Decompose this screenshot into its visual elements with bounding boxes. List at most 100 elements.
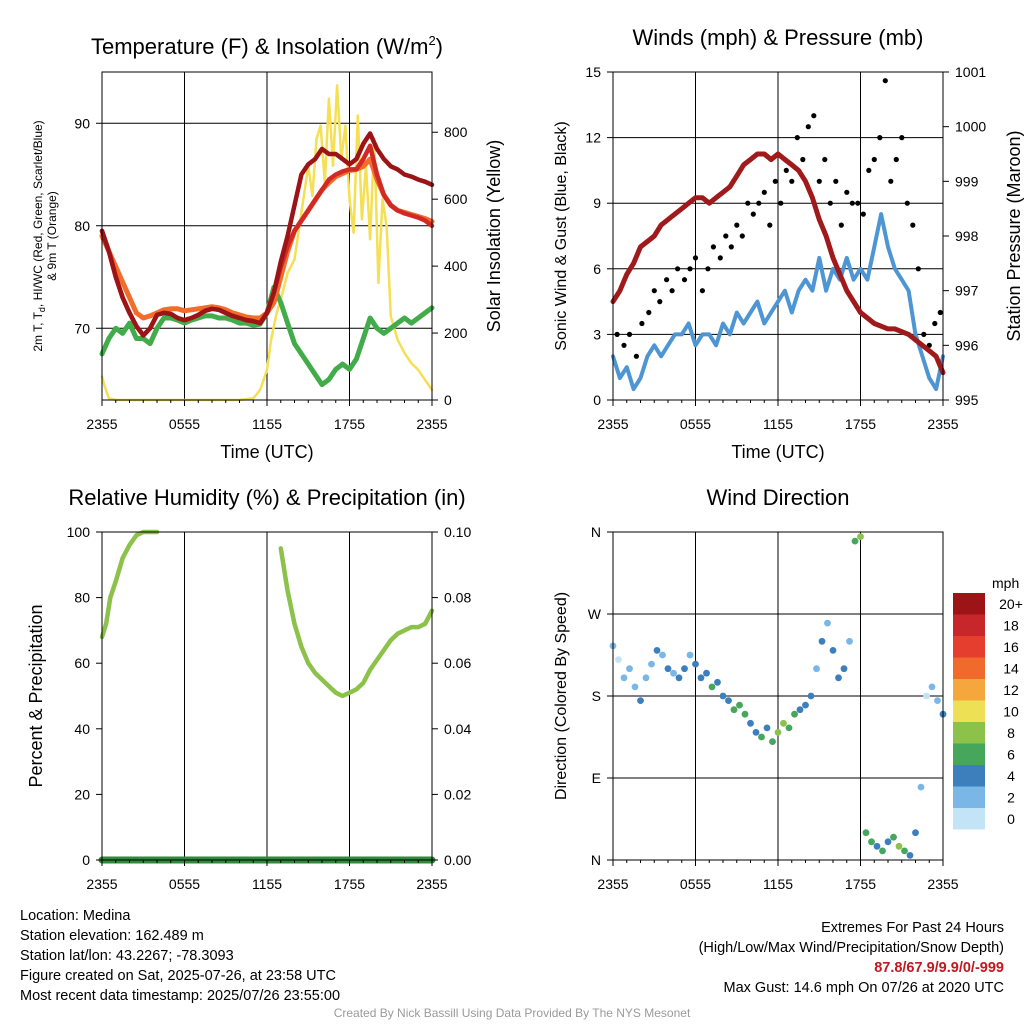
temperature-xlabel: Time (UTC) xyxy=(220,442,313,462)
wind-direction-ytick-label: W xyxy=(588,606,602,622)
speed-legend: mph 20+ 18 16 14 12 10 8 6 4 2 0 xyxy=(953,575,1023,830)
direction-point xyxy=(879,847,886,855)
gust-point xyxy=(739,233,745,239)
direction-point xyxy=(829,647,837,654)
direction-point xyxy=(620,674,628,682)
gust-point xyxy=(838,222,844,228)
insolation-ytick-label: 200 xyxy=(444,325,468,341)
pressure-ytick-label: 1001 xyxy=(955,64,986,80)
direction-point xyxy=(895,842,903,850)
extremes-heading: Extremes For Past 24 Hours xyxy=(821,920,1004,936)
credit-line: Created By Nick Bassill Using Data Provi… xyxy=(333,1006,691,1020)
extremes-summary: Extremes For Past 24 Hours (High/Low/Max… xyxy=(699,918,1004,998)
speed-legend-label: 2 xyxy=(1007,790,1015,806)
station-location: Location: Medina xyxy=(20,908,131,924)
direction-point xyxy=(862,829,870,837)
rh-ytick-label: 80 xyxy=(74,590,90,606)
speed-legend-swatch xyxy=(953,722,985,744)
gust-point xyxy=(767,222,773,228)
winds-ylabel-left: Sonic Wind & Gust (Blue, Black) xyxy=(553,121,570,350)
speed-legend-swatch xyxy=(953,593,985,615)
direction-point xyxy=(703,669,710,677)
speed-legend-swatch xyxy=(953,636,985,658)
temperature-gridlines xyxy=(102,72,432,400)
gust-point xyxy=(778,200,784,206)
speed-legend-swatch xyxy=(953,614,985,636)
station-elevation: Station elevation: 162.489 m xyxy=(20,928,204,944)
pressure-ylabel-right: Station Pressure (Maroon) xyxy=(1004,130,1024,341)
precip-ytick-label: 0.08 xyxy=(444,590,471,606)
temperature-ylabel-left: 2m T, Td, HI/WC (Red, Green, Scarlet/Blu… xyxy=(31,120,47,351)
station-latlon: Station lat/lon: 43.2267; -78.3093 xyxy=(20,948,234,964)
speed-legend-swatch xyxy=(953,679,985,701)
gust-point xyxy=(750,211,756,217)
temperature-axes: 2355 0555 1155 1755 2355 70 80 90 0 200 400 600 800 xyxy=(74,115,467,432)
gust-point xyxy=(915,266,921,272)
wind-direction-ytick-label: N xyxy=(591,524,601,540)
gust-point xyxy=(849,200,855,206)
rh-ytick-label: 60 xyxy=(74,655,90,671)
gust-point xyxy=(783,167,789,173)
gust-point xyxy=(639,320,645,327)
winds-ytick-label: 12 xyxy=(585,130,601,146)
temperature-xtick-label: 2355 xyxy=(86,416,117,432)
direction-point xyxy=(912,829,919,837)
direction-point xyxy=(873,842,881,850)
extremes-values: 87.8/67.9/9.9/0/-999 xyxy=(874,960,1004,976)
direction-point xyxy=(923,692,930,700)
gust-point xyxy=(910,222,916,228)
speed-legend-swatch xyxy=(953,700,985,722)
direction-point xyxy=(840,665,848,673)
gust-point xyxy=(621,342,627,348)
direction-point xyxy=(906,852,914,859)
direction-point xyxy=(719,692,727,700)
gust-point xyxy=(614,331,620,337)
speed-legend-label: 18 xyxy=(1003,618,1019,634)
direction-point xyxy=(648,660,655,668)
direction-point xyxy=(934,697,941,704)
gust-point xyxy=(675,266,681,272)
max-gust: Max Gust: 14.6 mph On 07/26 at 2020 UTC xyxy=(723,980,1004,996)
direction-point xyxy=(725,697,732,704)
gust-point xyxy=(687,266,693,272)
gust-point xyxy=(651,288,657,294)
wind-direction-gridlines xyxy=(613,532,943,860)
wind-direction-xtick-label: 2355 xyxy=(597,876,628,892)
wind-direction-axes: 2355 0555 1155 1755 2355 N E S W N xyxy=(588,524,959,892)
winds-xtick-label: 0555 xyxy=(680,416,711,432)
precip-ytick-label: 0.06 xyxy=(444,655,471,671)
direction-point xyxy=(769,738,776,745)
winds-ytick-label: 9 xyxy=(593,195,601,211)
temperature-ytick-label: 80 xyxy=(74,218,90,234)
temperature-panel-title: Temperature (F) & Insolation (W/m2) xyxy=(91,33,443,59)
winds-axes: 2355 0555 1155 1755 2355 0 3 6 9 12 15 995 996 997 998… xyxy=(585,64,986,432)
gust-point xyxy=(860,211,866,217)
gust-point xyxy=(723,233,729,239)
direction-point xyxy=(686,651,694,659)
direction-point xyxy=(642,674,650,682)
pressure-ytick-label: 998 xyxy=(955,228,979,244)
direction-point xyxy=(917,783,925,791)
winds-ytick-label: 0 xyxy=(593,392,601,408)
speed-legend-label: 6 xyxy=(1007,747,1015,763)
rh-gridlines xyxy=(184,532,350,860)
direction-point xyxy=(697,674,705,682)
rh-line xyxy=(99,529,160,640)
extremes-legend: (High/Low/Max Wind/Precipitation/Snow De… xyxy=(698,940,1004,956)
precip-ytick-label: 0.00 xyxy=(444,852,471,868)
gust-point xyxy=(805,124,811,130)
rh-xtick-label: 1755 xyxy=(334,876,365,892)
wind-direction-panel: Wind Direction 2355 0555 1155 1755 2355 N E S W N… xyxy=(553,485,1023,892)
speed-legend-label: 16 xyxy=(1003,639,1019,655)
gust-point xyxy=(855,200,861,206)
direction-point xyxy=(890,833,897,841)
direction-point xyxy=(780,719,787,727)
direction-point xyxy=(631,683,639,691)
pressure-ytick-label: 995 xyxy=(955,392,979,408)
rh-xtick-label: 1155 xyxy=(252,876,282,892)
gust-point xyxy=(734,222,740,228)
direction-point xyxy=(851,537,859,545)
gust-point xyxy=(932,320,938,327)
gust-point xyxy=(657,299,663,305)
gust-point xyxy=(633,353,640,359)
